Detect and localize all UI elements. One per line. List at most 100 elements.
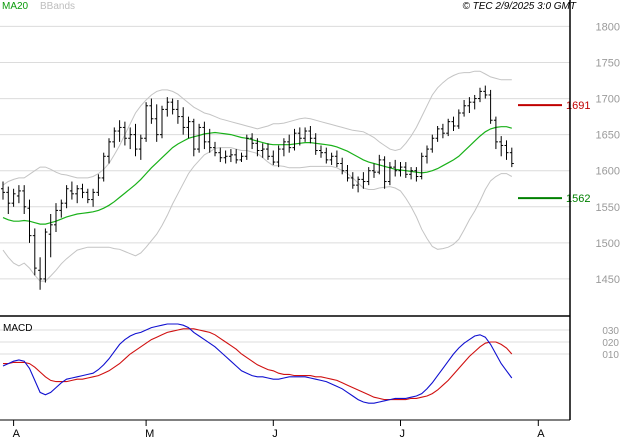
ohlc-bar	[107, 138, 111, 164]
ohlc-bar	[387, 162, 392, 186]
ohlc-bar	[303, 127, 308, 142]
ohlc-bar	[48, 214, 53, 258]
ohlc-bar	[308, 125, 313, 144]
macd-y-tick: 020	[602, 338, 619, 349]
ohlc-bar	[451, 116, 456, 132]
ohlc-bar	[361, 172, 366, 189]
macd-panel	[2, 323, 513, 404]
ohlc-bar	[319, 145, 323, 158]
price-y-tick: 1550	[596, 202, 620, 214]
ohlc-bar	[202, 121, 207, 150]
ohlc-bar	[366, 167, 371, 186]
ohlc-bar	[64, 185, 69, 209]
ohlc-bar	[313, 133, 318, 155]
ohlc-bar	[456, 109, 461, 129]
ohlc-bar	[260, 143, 265, 158]
ohlc-bar	[32, 228, 37, 276]
ohlc-bar	[197, 123, 202, 153]
ohlc-bar	[54, 203, 58, 233]
ohlc-bar	[425, 145, 429, 164]
ohlc-bar	[117, 120, 122, 142]
ohlc-bar	[467, 97, 472, 113]
ohlc-bar	[419, 152, 424, 180]
ohlc-bar	[138, 134, 143, 160]
price-y-tick: 1800	[596, 21, 620, 33]
ohlc-bar	[69, 181, 74, 200]
ohlc-bar	[144, 102, 149, 142]
frames	[0, 0, 571, 421]
price-bars	[1, 85, 514, 290]
ohlc-bar	[234, 149, 239, 164]
ohlc-bar	[175, 100, 180, 124]
bband-upper	[2, 70, 512, 186]
ohlc-bar	[340, 157, 345, 175]
ohlc-bar	[509, 147, 514, 168]
ohlc-bar	[6, 186, 11, 214]
ohlc-bar	[165, 97, 170, 117]
ohlc-bar	[287, 134, 292, 153]
ohlc-bar	[91, 188, 96, 207]
ohlc-bar	[393, 159, 398, 177]
ohlc-bar	[493, 116, 498, 150]
macd-y-tick: 030	[602, 326, 619, 337]
ohlc-bar	[112, 127, 117, 148]
ohlc-bar	[409, 167, 414, 180]
ohlc-bar	[133, 123, 138, 157]
ohlc-bar	[85, 188, 90, 204]
ohlc-bar	[472, 94, 477, 110]
ohlc-bar	[499, 136, 504, 157]
ohlc-bar	[462, 100, 467, 117]
x-tick-label: M	[145, 428, 154, 440]
ohlc-bar	[160, 105, 164, 139]
ohlc-bar	[398, 162, 403, 177]
ohlc-bar	[345, 164, 350, 182]
ohlc-bar	[329, 152, 334, 165]
ohlc-bar	[101, 152, 106, 182]
x-tick-label: J	[400, 428, 406, 440]
ohlc-bar	[96, 174, 101, 196]
price-y-tick: 1650	[596, 130, 620, 142]
ohlc-bar	[80, 183, 85, 199]
ohlc-bar	[218, 147, 223, 163]
ohlc-bar	[22, 185, 27, 214]
ohlc-bar	[11, 188, 16, 207]
ohlc-bar	[16, 185, 21, 204]
ohlc-bar	[281, 138, 286, 157]
ohlc-bar	[255, 138, 260, 157]
ohlc-bar	[271, 150, 276, 165]
macd-y-tick: 010	[602, 350, 619, 361]
macd-line	[2, 323, 513, 404]
macd-signal-line	[3, 328, 513, 401]
ohlc-bar	[488, 89, 493, 124]
axes: 1800 1750 1700 1650 1600 1550 1500 1450 03002001…	[13, 21, 620, 440]
price-y-tick: 1750	[596, 58, 620, 70]
legend-ma20: MA20	[2, 1, 29, 12]
ohlc-bar	[239, 152, 244, 163]
ohlc-bar	[297, 127, 302, 146]
ohlc-bar	[213, 141, 217, 157]
macd-title: MACD	[3, 323, 32, 334]
resistance-label: 1691	[566, 100, 590, 112]
x-tick-label: A	[537, 428, 545, 440]
ohlc-bar	[154, 104, 159, 142]
ohlc-bar	[292, 128, 297, 151]
ohlc-bar	[244, 134, 249, 160]
ohlc-bar	[170, 98, 175, 115]
ohlc-bar	[276, 145, 281, 168]
ohlc-bar	[377, 154, 382, 175]
ohlc-bar	[403, 162, 408, 178]
x-tick-label: A	[13, 428, 21, 440]
ohlc-bar	[149, 98, 154, 124]
ohlc-bar	[478, 87, 482, 103]
ohlc-bar	[382, 156, 387, 189]
ohlc-bar	[122, 121, 127, 146]
ohlc-bar	[414, 167, 419, 182]
ohlc-bar	[250, 133, 255, 150]
ohlc-bar	[186, 116, 191, 139]
ohlc-bar	[372, 163, 376, 178]
ohlc-bar	[128, 127, 133, 150]
ohlc-bar	[223, 150, 228, 164]
ohlc-bar	[27, 199, 32, 243]
